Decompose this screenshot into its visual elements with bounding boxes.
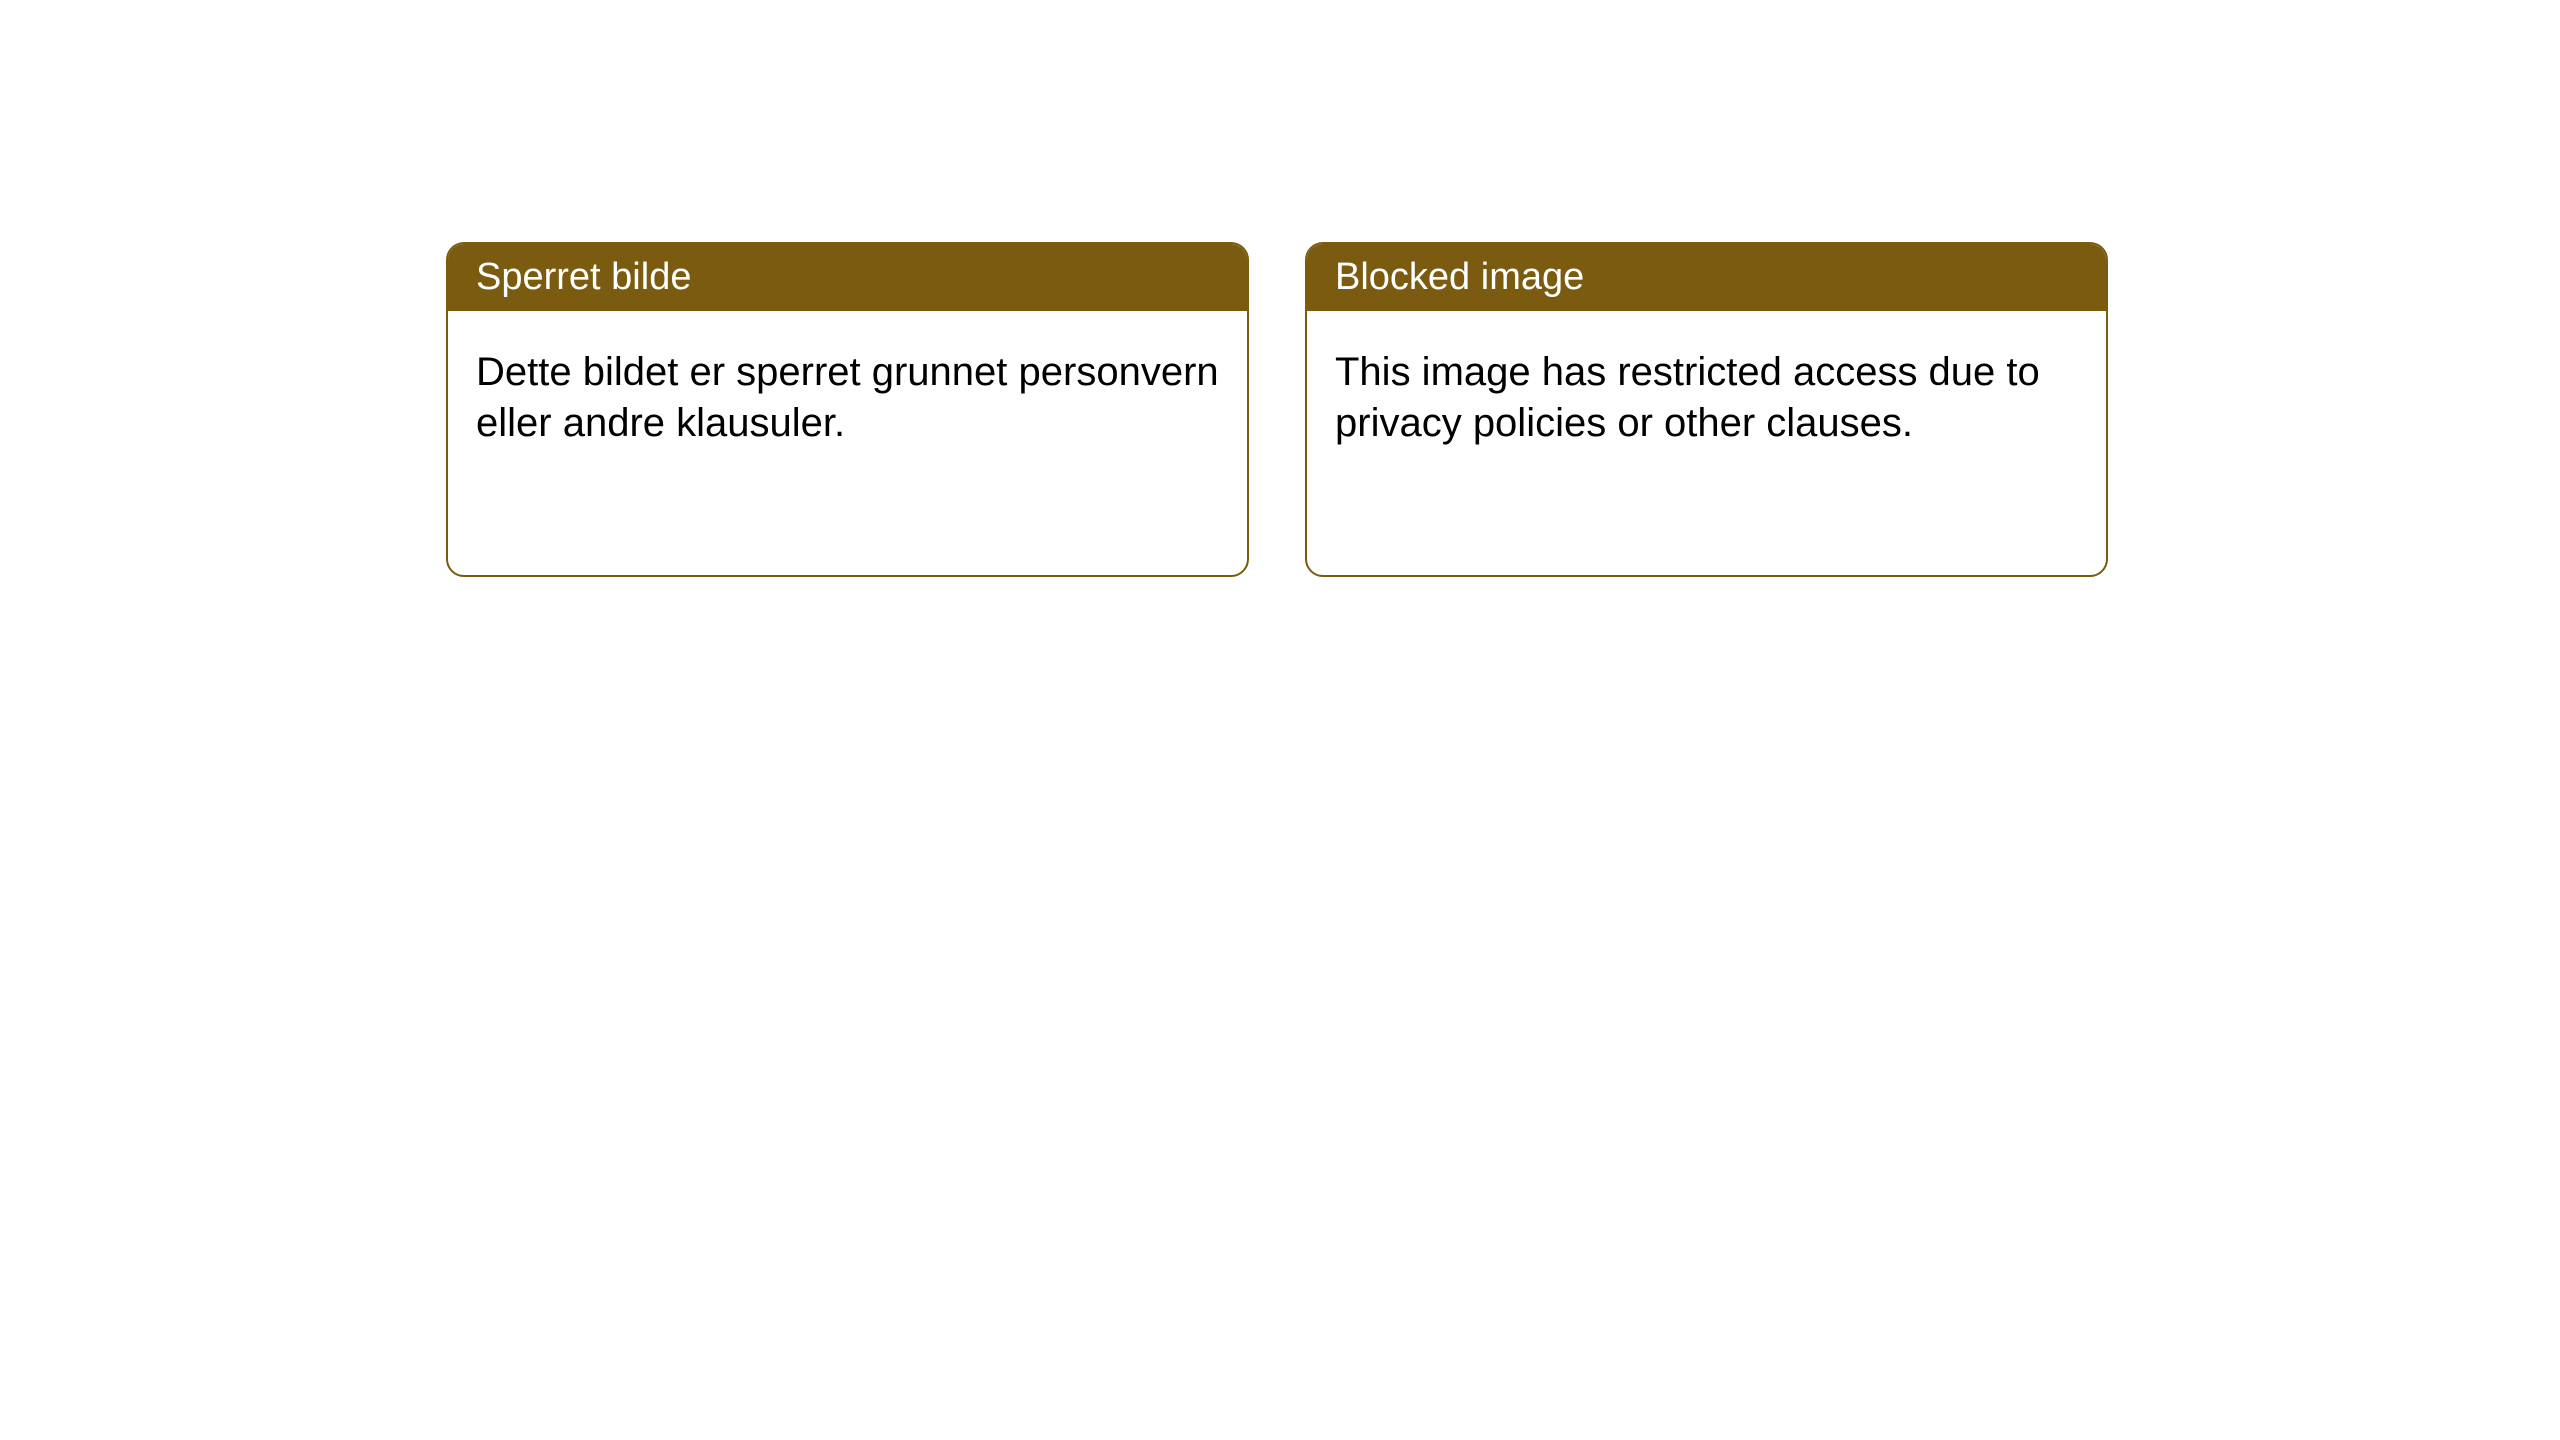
- blocked-image-card-en: Blocked image This image has restricted …: [1305, 242, 2108, 577]
- card-body-no: Dette bildet er sperret grunnet personve…: [448, 311, 1247, 485]
- blocked-image-card-no: Sperret bilde Dette bildet er sperret gr…: [446, 242, 1249, 577]
- card-header-no: Sperret bilde: [448, 244, 1247, 311]
- card-header-en: Blocked image: [1307, 244, 2106, 311]
- card-body-en: This image has restricted access due to …: [1307, 311, 2106, 485]
- cards-container: Sperret bilde Dette bildet er sperret gr…: [0, 0, 2560, 577]
